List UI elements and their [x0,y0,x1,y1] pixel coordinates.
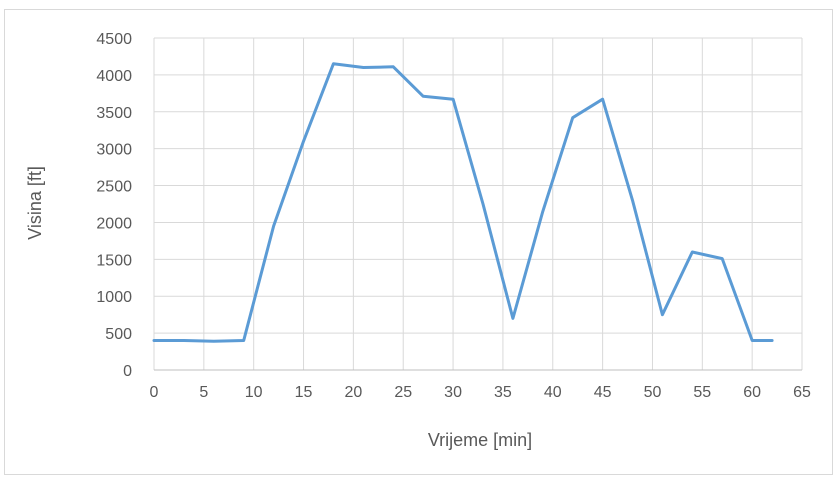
y-tick-label-3500: 3500 [96,105,132,122]
chart-frame [4,9,833,475]
y-tick-label-1500: 1500 [96,252,132,269]
series-line-altitude [152,62,774,343]
x-tick-labels: 0 5 10 15 20 25 30 35 40 45 50 55 60 65 [150,384,811,401]
vertical-gridlines [153,38,803,370]
x-tick-label-10: 10 [245,384,263,401]
x-tick-label-0: 0 [150,384,159,401]
y-tick-label-2500: 2500 [96,179,132,196]
x-tick-label-5: 5 [199,384,208,401]
y-tick-label-1000: 1000 [96,289,132,306]
y-tick-label-0: 0 [123,363,132,380]
y-axis-title: Visina [ft] [25,166,45,240]
x-tick-label-35: 35 [494,384,512,401]
x-tick-label-15: 15 [295,384,313,401]
y-tick-label-3000: 3000 [96,142,132,159]
x-tick-label-45: 45 [594,384,612,401]
y-tick-labels: 0 500 1000 1500 2000 2500 3000 3500 4000 4500 [96,31,132,380]
y-tick-label-4000: 4000 [96,68,132,85]
x-tick-label-55: 55 [693,384,711,401]
x-tick-label-30: 30 [444,384,462,401]
x-tick-label-40: 40 [544,384,562,401]
x-tick-label-20: 20 [344,384,362,401]
y-tick-label-4500: 4500 [96,31,132,48]
x-axis-title: Vrijeme [min] [428,430,532,450]
y-tick-label-2000: 2000 [96,215,132,232]
x-tick-label-50: 50 [644,384,662,401]
x-tick-label-60: 60 [743,384,761,401]
x-tick-label-65: 65 [793,384,811,401]
x-tick-label-25: 25 [394,384,412,401]
y-tick-label-500: 500 [105,326,132,343]
